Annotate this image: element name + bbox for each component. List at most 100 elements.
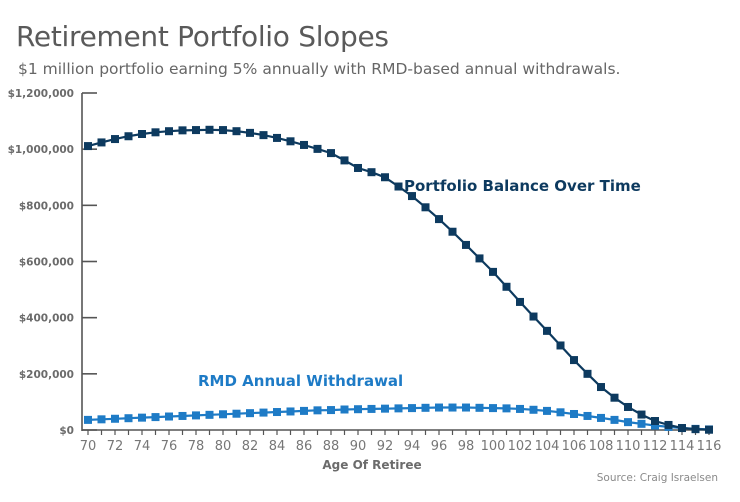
y-tick-label: $400,000 <box>19 313 74 325</box>
data-point-portfolio-balance <box>300 140 308 149</box>
data-point-portfolio-balance <box>327 149 335 158</box>
chart-title: Retirement Portfolio Slopes <box>16 20 389 53</box>
data-point-rmd-withdrawal <box>394 404 403 413</box>
data-point-rmd-withdrawal <box>435 403 443 412</box>
data-point-portfolio-balance <box>219 126 227 135</box>
x-tick-label: 116 <box>697 439 722 454</box>
data-point-rmd-withdrawal <box>138 413 146 422</box>
data-point-rmd-withdrawal <box>502 404 511 413</box>
data-point-portfolio-balance <box>340 156 349 165</box>
x-tick-label: 92 <box>377 439 394 454</box>
data-point-rmd-withdrawal <box>543 406 551 415</box>
data-point-portfolio-balance <box>678 424 686 433</box>
x-tick-label: 82 <box>242 439 259 454</box>
data-point-portfolio-balance <box>475 254 484 263</box>
data-point-rmd-withdrawal <box>327 406 335 415</box>
data-point-portfolio-balance <box>651 417 659 426</box>
data-point-rmd-withdrawal <box>97 415 106 424</box>
data-point-rmd-withdrawal <box>259 408 268 417</box>
data-point-portfolio-balance <box>111 135 119 144</box>
data-point-rmd-withdrawal <box>367 404 376 413</box>
data-point-portfolio-balance <box>286 137 295 146</box>
x-tick-label: 100 <box>481 439 506 454</box>
data-point-portfolio-balance <box>543 326 551 335</box>
x-tick-label: 88 <box>323 439 340 454</box>
x-tick-label: 78 <box>188 439 205 454</box>
x-tick-label: 90 <box>350 439 367 454</box>
data-point-portfolio-balance <box>462 240 470 249</box>
data-point-rmd-withdrawal <box>408 404 416 413</box>
data-point-portfolio-balance <box>516 297 524 306</box>
data-point-rmd-withdrawal <box>651 421 659 430</box>
data-point-rmd-withdrawal <box>124 414 133 423</box>
data-point-rmd-withdrawal <box>313 406 322 415</box>
y-tick-label: $600,000 <box>19 257 74 269</box>
x-tick-label: 72 <box>107 439 124 454</box>
x-tick-label: 86 <box>296 439 313 454</box>
data-point-portfolio-balance <box>529 312 538 321</box>
data-point-portfolio-balance <box>705 425 713 434</box>
series-layer <box>84 125 713 434</box>
x-tick-label: 108 <box>589 439 614 454</box>
data-point-portfolio-balance <box>138 130 146 139</box>
series-portfolio-balance <box>84 125 713 434</box>
source-credit: Source: Craig Israelsen <box>596 472 718 484</box>
y-tick-label: $1,200,000 <box>8 88 74 100</box>
data-point-rmd-withdrawal <box>354 405 362 414</box>
x-tick-label: 84 <box>269 439 286 454</box>
data-point-portfolio-balance <box>367 168 376 177</box>
data-point-rmd-withdrawal <box>84 415 92 424</box>
data-point-portfolio-balance <box>381 173 389 182</box>
x-tick-label: 114 <box>670 439 695 454</box>
data-point-portfolio-balance <box>273 133 281 142</box>
data-point-portfolio-balance <box>435 215 443 224</box>
series-label-rmd-withdrawal: RMD Annual Withdrawal <box>198 372 403 390</box>
x-tick-label: 104 <box>535 439 560 454</box>
data-point-rmd-withdrawal <box>273 408 281 417</box>
data-point-portfolio-balance <box>408 192 416 201</box>
x-tick-label: 76 <box>161 439 178 454</box>
y-tick-label: $200,000 <box>19 369 74 381</box>
data-point-rmd-withdrawal <box>462 403 470 412</box>
data-point-portfolio-balance <box>664 420 673 429</box>
data-point-portfolio-balance <box>84 142 92 151</box>
data-point-portfolio-balance <box>97 138 106 147</box>
series-label-portfolio-balance: Portfolio Balance Over Time <box>404 177 641 195</box>
data-point-rmd-withdrawal <box>529 405 538 414</box>
data-point-portfolio-balance <box>448 227 457 236</box>
data-point-portfolio-balance <box>165 127 173 136</box>
data-point-portfolio-balance <box>502 282 511 291</box>
data-point-rmd-withdrawal <box>178 411 187 420</box>
data-point-portfolio-balance <box>246 128 254 137</box>
data-point-portfolio-balance <box>570 356 578 365</box>
x-tick-label: 102 <box>508 439 533 454</box>
data-point-rmd-withdrawal <box>597 413 605 422</box>
data-point-rmd-withdrawal <box>111 414 119 423</box>
data-point-portfolio-balance <box>610 393 619 402</box>
x-tick-label: 94 <box>404 439 421 454</box>
data-point-portfolio-balance <box>489 267 497 276</box>
data-point-portfolio-balance <box>192 126 200 135</box>
data-point-rmd-withdrawal <box>151 413 160 422</box>
data-point-portfolio-balance <box>583 369 592 378</box>
data-point-rmd-withdrawal <box>340 405 349 414</box>
data-point-rmd-withdrawal <box>489 404 497 413</box>
x-tick-label: 96 <box>431 439 448 454</box>
data-point-portfolio-balance <box>151 128 160 137</box>
x-axis: 70 72 74 76 78 80 82 84 86 88 90 92 94 96 98 100 102 104 1… <box>80 429 722 454</box>
data-point-rmd-withdrawal <box>246 409 254 418</box>
data-point-rmd-withdrawal <box>421 403 430 412</box>
chart-subtitle: $1 million portfolio earning 5% annually… <box>18 60 621 78</box>
data-point-rmd-withdrawal <box>192 411 200 420</box>
x-axis-label: Age Of Retiree <box>322 458 421 472</box>
data-point-portfolio-balance <box>597 383 605 392</box>
data-point-rmd-withdrawal <box>475 403 484 412</box>
data-point-rmd-withdrawal <box>610 415 619 424</box>
y-axis: $0 $200,000 $400,000 $600,000 $800,000 $1,000… <box>8 88 97 437</box>
data-point-portfolio-balance <box>259 131 268 140</box>
data-point-portfolio-balance <box>205 125 214 134</box>
x-tick-label: 70 <box>80 439 97 454</box>
data-point-portfolio-balance <box>124 132 133 141</box>
data-point-rmd-withdrawal <box>286 407 295 416</box>
